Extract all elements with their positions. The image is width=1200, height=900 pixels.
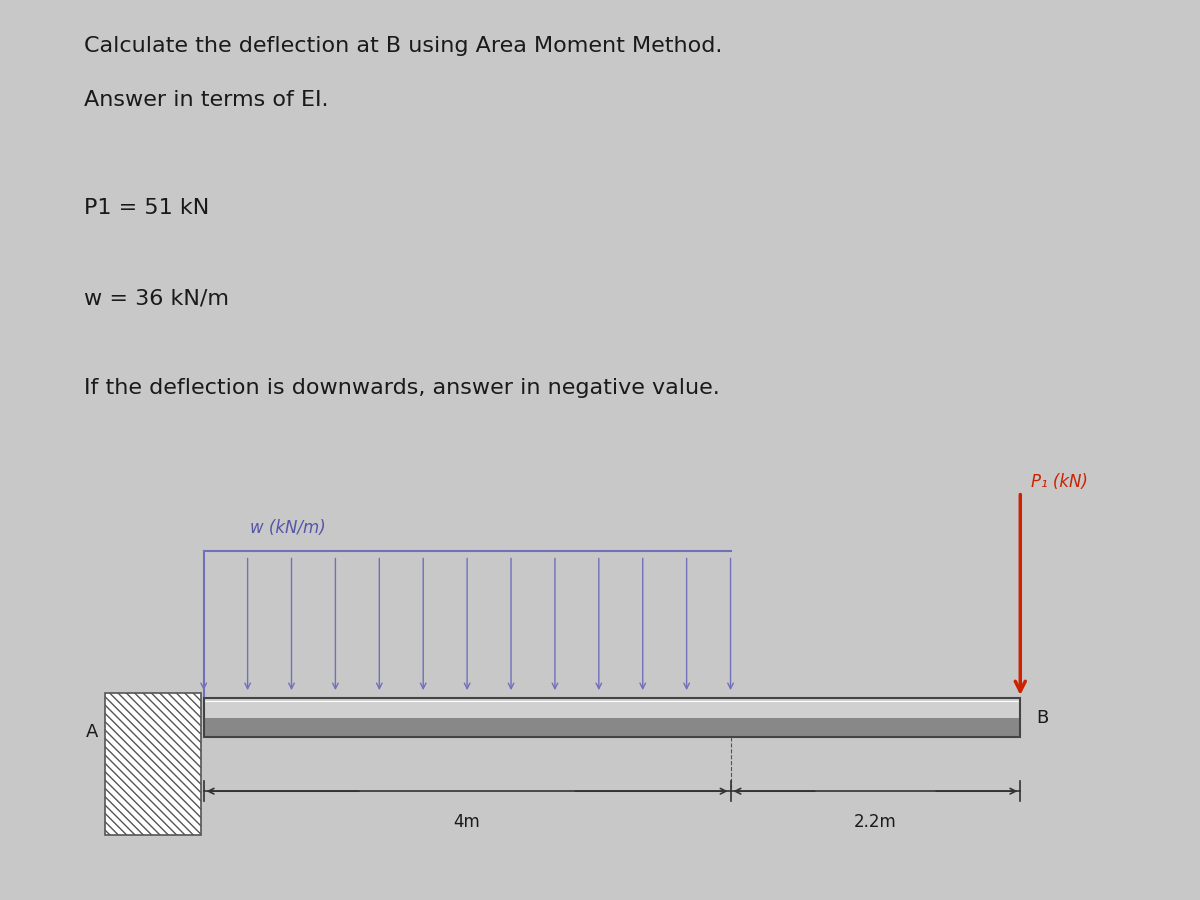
Text: w (kN/m): w (kN/m) [250, 519, 325, 537]
Text: Calculate the deflection at B using Area Moment Method.: Calculate the deflection at B using Area… [84, 36, 722, 56]
Text: P1 = 51 kN: P1 = 51 kN [84, 198, 209, 218]
Text: w = 36 kN/m: w = 36 kN/m [84, 288, 229, 308]
Text: Answer in terms of EI.: Answer in terms of EI. [84, 90, 329, 110]
Text: P₁ (kN): P₁ (kN) [1031, 472, 1087, 490]
Text: If the deflection is downwards, answer in negative value.: If the deflection is downwards, answer i… [84, 378, 720, 398]
Text: 4m: 4m [454, 813, 480, 831]
Bar [104, 693, 202, 835]
Text: A: A [86, 724, 98, 742]
Text: B: B [1036, 708, 1049, 726]
Bar [204, 717, 1020, 737]
Text: 2.2m: 2.2m [854, 813, 896, 831]
Bar [204, 698, 1020, 717]
Bar [204, 698, 1020, 737]
